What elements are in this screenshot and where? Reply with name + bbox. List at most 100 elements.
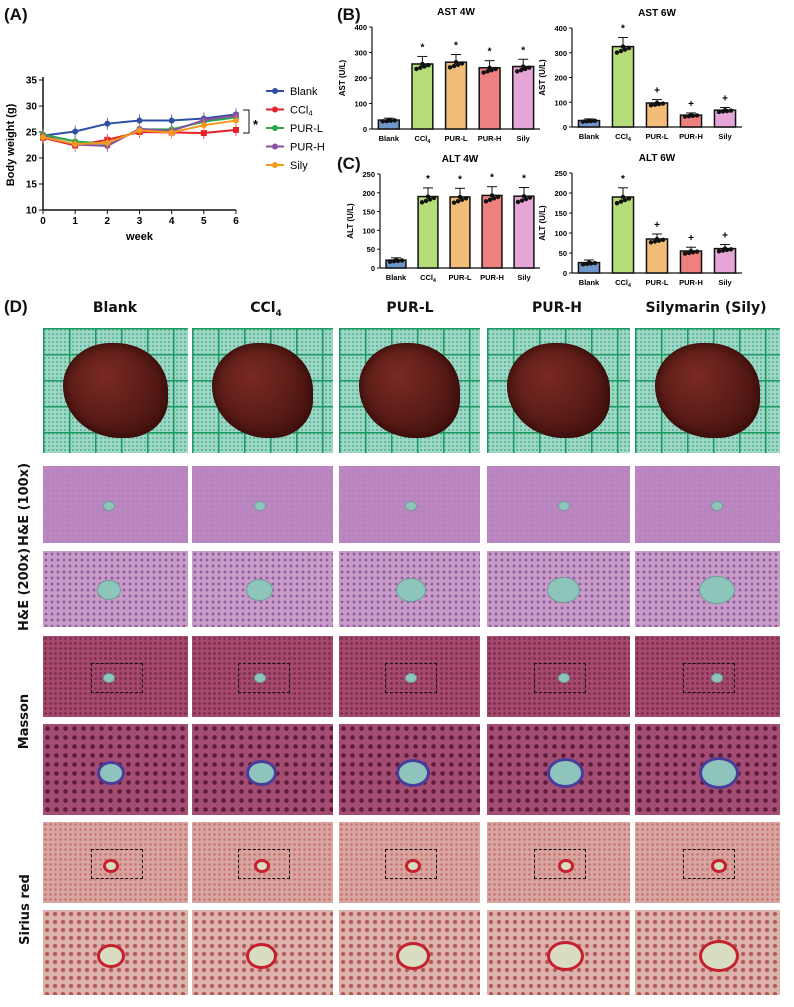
- zoom-region-box: [384, 848, 437, 879]
- data-point: [682, 251, 688, 256]
- liver-specimen: [358, 343, 461, 438]
- histology-image: [192, 910, 333, 995]
- data-point: [481, 70, 486, 75]
- row-label: Masson: [17, 693, 33, 749]
- data-point: [688, 248, 694, 254]
- x-tick-label: PUR-L: [646, 132, 669, 141]
- data-point: [648, 240, 654, 245]
- bar-CCl4: [417, 195, 439, 269]
- histology-image: [192, 636, 333, 717]
- vessel: [557, 500, 570, 511]
- data-point: [40, 134, 46, 141]
- histology-image: [43, 551, 188, 627]
- data-point: [722, 107, 728, 113]
- data-point: [168, 117, 175, 124]
- histology-image: [487, 466, 630, 543]
- chart-title: AST 4W: [437, 7, 475, 18]
- histology-image: [192, 551, 333, 627]
- vessel: [102, 858, 119, 873]
- vessel: [253, 858, 270, 873]
- y-tick-label: 400: [554, 24, 567, 33]
- significance-mark: +: [722, 231, 728, 242]
- y-tick-label: 20: [26, 154, 38, 165]
- data-point: [618, 48, 624, 54]
- legend-marker: [272, 125, 278, 131]
- data-point: [419, 200, 425, 205]
- y-tick-label: 0: [563, 269, 567, 278]
- data-point: [495, 194, 501, 200]
- liver-photo: [635, 328, 780, 453]
- zoom-region-box: [90, 662, 143, 693]
- data-point: [418, 65, 423, 70]
- histology-image: [339, 724, 480, 815]
- data-point: [463, 196, 469, 201]
- y-tick-label: 100: [554, 229, 567, 238]
- data-point: [694, 249, 700, 254]
- y-tick-label: 0: [371, 264, 375, 273]
- panel-label-b: (B): [337, 5, 361, 24]
- chart-title: ALT 6W: [639, 153, 676, 164]
- histology-image: [487, 636, 630, 717]
- data-point: [618, 199, 624, 204]
- significance-mark: *: [253, 117, 259, 132]
- y-tick-label: 15: [26, 180, 38, 191]
- x-tick-label: 3: [137, 216, 143, 227]
- histology-image: [339, 910, 480, 995]
- y-axis-label: AST (U/L): [338, 59, 347, 96]
- vessel: [96, 943, 125, 968]
- liver-specimen: [63, 343, 168, 438]
- data-point: [519, 67, 524, 73]
- significance-mark: *: [522, 173, 526, 184]
- x-tick-label: 5: [201, 216, 207, 227]
- significance-mark: *: [521, 45, 525, 56]
- data-point: [233, 117, 239, 124]
- data-point: [420, 61, 425, 67]
- chart-title: AST 6W: [638, 8, 676, 19]
- y-axis-label: ALT (U/L): [346, 203, 355, 239]
- data-point: [451, 200, 457, 205]
- data-point: [72, 140, 79, 147]
- zoom-region-box: [533, 848, 586, 879]
- y-tick-label: 50: [559, 249, 567, 258]
- vessel: [547, 577, 580, 603]
- significance-mark: *: [490, 173, 494, 184]
- data-point: [521, 193, 527, 199]
- zoom-region-box: [682, 848, 735, 879]
- y-tick-label: 300: [354, 49, 367, 58]
- data-point: [431, 195, 437, 201]
- bar-PUR-H: [481, 194, 503, 269]
- vessel: [710, 672, 723, 683]
- histology-image: [43, 910, 188, 995]
- data-point: [493, 66, 498, 72]
- data-point: [200, 130, 207, 137]
- data-point: [136, 127, 143, 134]
- bar-Sily: [512, 65, 535, 130]
- vessel: [404, 500, 417, 511]
- data-point: [485, 69, 490, 74]
- significance-mark: +: [654, 86, 660, 97]
- legend-label: CCl4: [290, 105, 313, 118]
- data-point: [716, 249, 722, 254]
- charts-layer: 10 15 20 25 30 35 0 1 2 3 4 5 6 week Body weight (g) Bl…: [5, 7, 742, 289]
- y-tick-label: 300: [554, 49, 567, 58]
- column-header: PUR-L: [386, 300, 434, 316]
- significance-mark: *: [621, 174, 625, 185]
- data-point: [483, 199, 489, 204]
- y-tick-label: 100: [362, 226, 375, 235]
- histology-image: [339, 551, 480, 627]
- significance-mark: *: [488, 47, 492, 58]
- y-tick-label: 25: [26, 128, 38, 139]
- vessel: [395, 941, 430, 970]
- y-tick-label: 150: [362, 208, 375, 217]
- histology-image: [192, 724, 333, 815]
- y-tick-label: 35: [26, 76, 38, 87]
- histology-image: [635, 466, 780, 543]
- zoom-region-box: [533, 662, 586, 693]
- data-point: [580, 119, 586, 124]
- legend-marker: [272, 162, 278, 168]
- y-tick-label: 150: [554, 209, 567, 218]
- data-point: [392, 118, 397, 123]
- data-point: [620, 44, 626, 49]
- data-point: [168, 129, 175, 136]
- data-point: [487, 197, 493, 203]
